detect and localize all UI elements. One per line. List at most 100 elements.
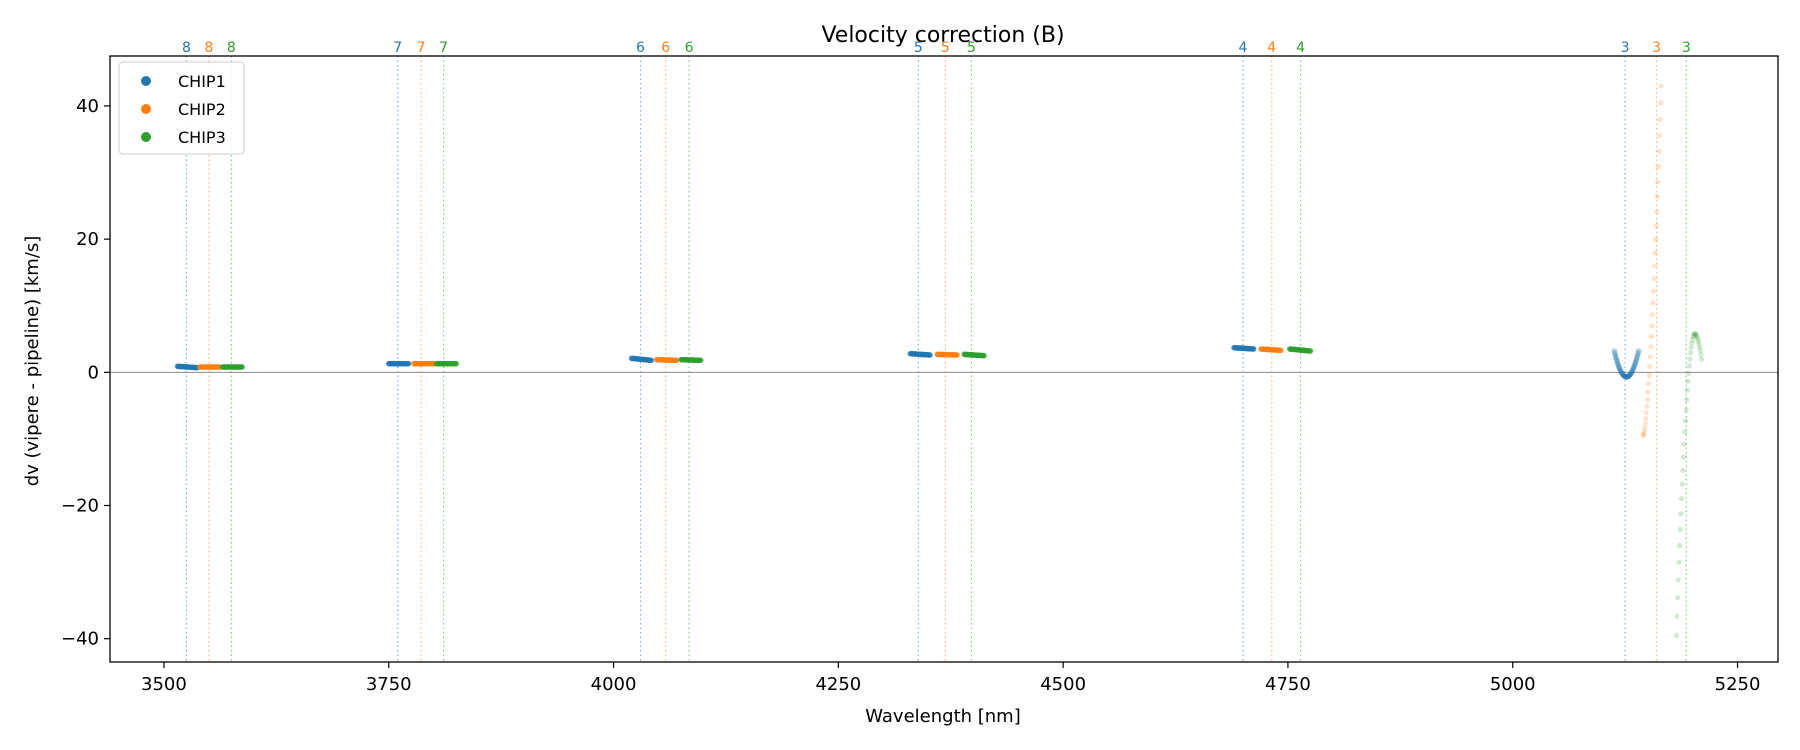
data-point bbox=[1616, 363, 1622, 370]
data-point bbox=[1618, 370, 1625, 376]
data-point bbox=[1698, 351, 1704, 358]
data-point bbox=[1628, 370, 1635, 376]
plot-frame bbox=[109, 55, 1779, 663]
segment-chip1-order-8 bbox=[174, 363, 201, 371]
data-point bbox=[1682, 429, 1688, 435]
legend-label-chip2: CHIP2 bbox=[178, 100, 226, 119]
segment-chip3-order-3 bbox=[1673, 331, 1705, 638]
data-point bbox=[1646, 372, 1652, 378]
y-axis-ticks: −40 −20 0 20 40 bbox=[61, 96, 110, 650]
data-point bbox=[1635, 350, 1641, 357]
x-tick-label: 4500 bbox=[1040, 674, 1086, 695]
data-point bbox=[1689, 336, 1696, 342]
y-tick-label: 20 bbox=[76, 229, 99, 250]
segment-chip1-order-3 bbox=[1611, 348, 1642, 380]
data-point bbox=[1615, 362, 1622, 368]
data-point bbox=[1614, 358, 1620, 365]
data-point bbox=[1656, 148, 1662, 154]
data-point bbox=[1640, 432, 1646, 439]
data-point bbox=[1651, 263, 1658, 269]
data-point bbox=[1650, 288, 1657, 294]
segment-chip3-order-6 bbox=[678, 356, 704, 364]
data-point bbox=[1625, 373, 1632, 380]
chart-title: Velocity correction (B) bbox=[821, 23, 1064, 48]
data-point bbox=[1649, 323, 1655, 329]
data-point bbox=[1653, 236, 1659, 242]
order-label-chip3-8: 8 bbox=[227, 40, 236, 56]
data-point bbox=[1686, 363, 1692, 369]
data-point bbox=[1679, 481, 1685, 487]
data-point bbox=[1634, 354, 1640, 361]
order-label-chip3-6: 6 bbox=[685, 40, 694, 56]
order-label-chip1-8: 8 bbox=[182, 40, 191, 56]
data-point bbox=[1688, 344, 1694, 351]
order-label-chip2-3: 3 bbox=[1652, 40, 1661, 56]
order-label-chip3-5: 5 bbox=[967, 40, 976, 56]
data-point bbox=[1623, 374, 1630, 380]
data-point bbox=[1673, 632, 1679, 638]
data-point bbox=[1648, 333, 1654, 340]
segment-chip3-order-7 bbox=[433, 360, 459, 367]
order-label-chip2-6: 6 bbox=[661, 40, 670, 56]
data-point bbox=[1612, 352, 1619, 359]
segment-chip2-order-6 bbox=[653, 356, 680, 364]
data-point bbox=[1684, 387, 1690, 393]
data-point bbox=[1697, 344, 1703, 350]
data-point bbox=[1617, 367, 1624, 374]
data-point bbox=[1630, 365, 1637, 372]
y-tick-label: −20 bbox=[61, 496, 99, 517]
y-tick-label: −40 bbox=[61, 629, 99, 650]
data-point bbox=[1625, 373, 1631, 380]
data-point bbox=[1620, 372, 1627, 379]
order-label-chip3-7: 7 bbox=[439, 40, 448, 56]
segment-chip3-order-5 bbox=[961, 351, 987, 359]
data-point bbox=[1682, 418, 1689, 424]
data-point bbox=[1635, 348, 1642, 354]
data-point bbox=[1696, 341, 1702, 347]
data-point bbox=[1649, 312, 1655, 318]
data-point bbox=[1626, 372, 1633, 379]
data-point bbox=[1693, 331, 1699, 338]
data-point bbox=[1644, 396, 1651, 402]
data-point bbox=[1629, 367, 1636, 374]
order-marker-lines bbox=[185, 56, 1687, 662]
data-point bbox=[1645, 381, 1652, 387]
data-point bbox=[1627, 371, 1634, 377]
data-point bbox=[1657, 116, 1663, 122]
segment-chip1-order-4 bbox=[1231, 344, 1257, 352]
data-point bbox=[1654, 194, 1660, 200]
segment-chip2-order-5 bbox=[934, 351, 960, 358]
legend-marker-chip1 bbox=[141, 76, 151, 86]
data-point bbox=[1694, 334, 1700, 340]
segment-chip2-order-3 bbox=[1640, 83, 1664, 439]
data-point bbox=[1616, 365, 1623, 372]
data-point bbox=[981, 352, 987, 359]
data-point bbox=[1652, 250, 1658, 256]
data-point bbox=[1657, 100, 1664, 106]
data-point bbox=[1612, 350, 1618, 357]
data-point bbox=[1691, 331, 1698, 337]
order-label-chip2-8: 8 bbox=[204, 40, 213, 56]
data-point bbox=[1634, 352, 1641, 359]
data-point bbox=[1697, 347, 1703, 354]
legend-label-chip3: CHIP3 bbox=[178, 128, 226, 147]
data-point bbox=[405, 360, 412, 367]
data-point bbox=[1687, 350, 1694, 356]
data-point bbox=[697, 357, 704, 364]
data-point bbox=[1277, 347, 1284, 354]
data-point bbox=[1643, 410, 1649, 416]
data-points bbox=[174, 83, 1705, 638]
legend-box bbox=[118, 61, 245, 155]
x-tick-label: 5250 bbox=[1715, 674, 1761, 695]
data-point bbox=[1645, 389, 1651, 395]
data-point bbox=[1684, 397, 1690, 403]
order-label-chip1-6: 6 bbox=[636, 40, 645, 56]
data-point bbox=[1613, 354, 1619, 361]
segment-chip1-order-6 bbox=[628, 355, 655, 364]
data-point bbox=[1250, 346, 1257, 352]
order-label-chip3-4: 4 bbox=[1296, 40, 1305, 56]
data-point bbox=[1650, 300, 1656, 306]
data-point bbox=[1687, 356, 1693, 362]
data-point bbox=[1651, 276, 1657, 282]
